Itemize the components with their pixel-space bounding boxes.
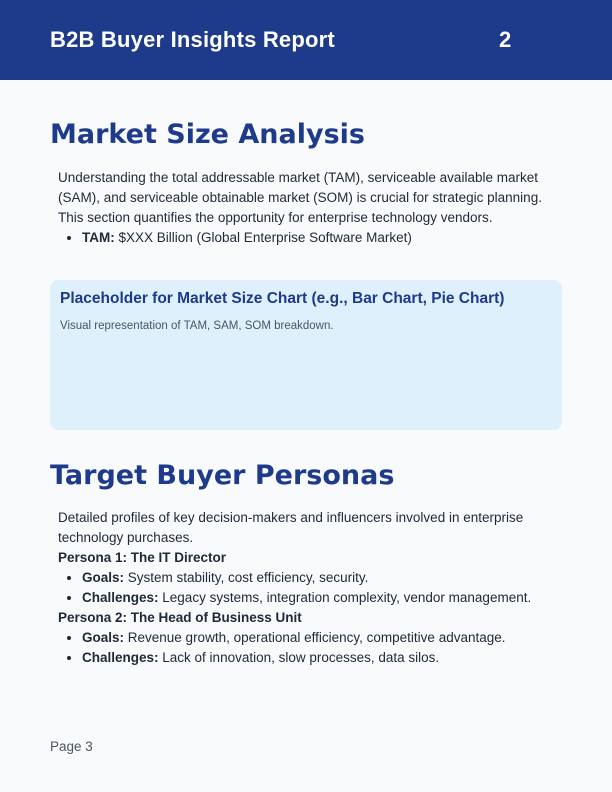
persona-goals: Goals: System stability, cost efficiency… bbox=[82, 568, 558, 588]
personas-heading: Target Buyer Personas bbox=[50, 460, 395, 491]
persona-name: Persona 2: The Head of Business Unit bbox=[58, 610, 302, 625]
market-chart-placeholder: Placeholder for Market Size Chart (e.g.,… bbox=[50, 280, 562, 430]
market-size-section: Understanding the total addressable mark… bbox=[58, 168, 558, 258]
persona-1: Persona 1: The IT Director Goals: System… bbox=[58, 548, 558, 608]
goals-label: Goals: bbox=[82, 630, 125, 645]
goals-label: Goals: bbox=[82, 570, 125, 585]
page-footer: Page 3 bbox=[50, 739, 93, 754]
persona-challenges: Challenges: Lack of innovation, slow pro… bbox=[82, 648, 558, 668]
persona-challenges: Challenges: Legacy systems, integration … bbox=[82, 588, 558, 608]
goals-text: Revenue growth, operational efficiency, … bbox=[124, 630, 506, 645]
goals-text: System stability, cost efficiency, secur… bbox=[124, 570, 369, 585]
personas-section: Detailed profiles of key decision-makers… bbox=[58, 508, 558, 668]
header-page-number: 2 bbox=[499, 27, 512, 52]
challenges-text: Legacy systems, integration complexity, … bbox=[158, 590, 532, 605]
placeholder-subtitle: Visual representation of TAM, SAM, SOM b… bbox=[60, 320, 334, 332]
persona-2: Persona 2: The Head of Business Unit Goa… bbox=[58, 608, 558, 668]
market-intro: Understanding the total addressable mark… bbox=[58, 170, 542, 225]
challenges-label: Challenges: bbox=[82, 650, 159, 665]
challenges-label: Challenges: bbox=[82, 590, 159, 605]
tam-bullet: TAM: $XXX Billion (Global Enterprise Sof… bbox=[82, 228, 558, 248]
market-size-heading: Market Size Analysis bbox=[50, 119, 365, 150]
persona-name: Persona 1: The IT Director bbox=[58, 550, 227, 565]
report-title: B2B Buyer Insights Report bbox=[50, 27, 335, 52]
personas-intro: Detailed profiles of key decision-makers… bbox=[58, 510, 524, 545]
tam-label: TAM: bbox=[82, 230, 115, 245]
placeholder-title: Placeholder for Market Size Chart (e.g.,… bbox=[60, 290, 505, 307]
persona-goals: Goals: Revenue growth, operational effic… bbox=[82, 628, 558, 648]
challenges-text: Lack of innovation, slow processes, data… bbox=[158, 650, 440, 665]
report-header: B2B Buyer Insights Report 2 bbox=[0, 0, 612, 80]
tam-value: $XXX Billion (Global Enterprise Software… bbox=[114, 230, 412, 245]
